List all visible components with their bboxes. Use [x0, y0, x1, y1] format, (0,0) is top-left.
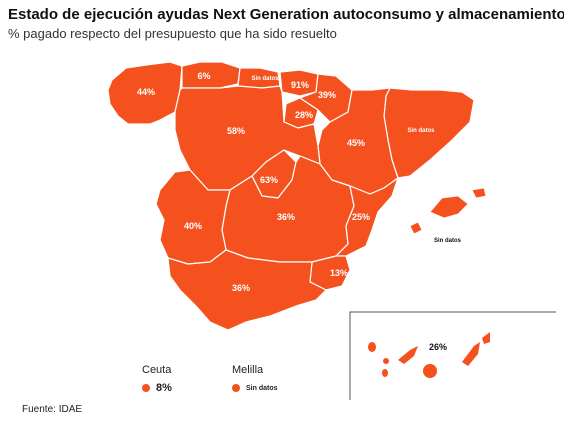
label-pais-vasco: 91% — [291, 80, 309, 90]
map-title: Estado de ejecución ayudas Next Generati… — [8, 6, 564, 23]
legend-melilla-value: Sin datos — [246, 385, 278, 392]
label-andalucia: 36% — [232, 283, 250, 293]
label-cantabria: Sin datos — [251, 76, 279, 82]
label-cataluna: Sin datos — [407, 128, 435, 134]
label-baleares: Sin datos — [434, 238, 462, 244]
map-subtitle: % pagado respecto del presupuesto que ha… — [8, 26, 337, 41]
region-andalucia — [167, 249, 327, 331]
legend-ceuta-name: Ceuta — [142, 364, 172, 376]
label-navarra: 39% — [318, 90, 336, 100]
region-canarias — [368, 332, 490, 378]
legend-ceuta-dot — [142, 384, 150, 392]
label-castilla-leon: 58% — [227, 126, 245, 136]
label-la-rioja: 28% — [295, 110, 313, 120]
label-castilla-la-mancha: 36% — [277, 212, 295, 222]
region-galicia — [107, 61, 183, 125]
canarias-inset — [349, 311, 556, 400]
legend-melilla-dot — [232, 384, 240, 392]
region-valencia — [335, 177, 399, 257]
label-canarias: 26% — [429, 342, 447, 352]
label-galicia: 44% — [137, 87, 155, 97]
label-extremadura: 40% — [184, 221, 202, 231]
label-valencia: 25% — [352, 212, 370, 222]
region-asturias — [181, 61, 241, 89]
label-asturias: 6% — [197, 71, 210, 81]
label-madrid: 63% — [260, 175, 278, 185]
legend-melilla-name: Melilla — [232, 364, 264, 376]
label-aragon: 45% — [347, 138, 365, 148]
label-murcia: 13% — [330, 268, 348, 278]
region-baleares — [409, 187, 487, 235]
source-note: Fuente: IDAE — [22, 404, 83, 415]
legend-ceuta-value: 8% — [156, 382, 172, 394]
